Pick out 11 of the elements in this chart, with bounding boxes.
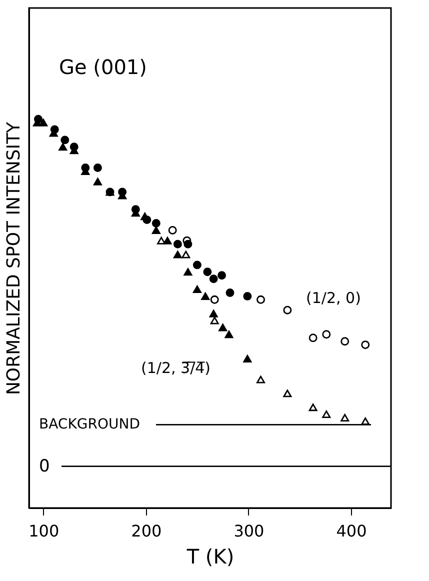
ref-line-label: BACKGROUND [39,416,140,433]
x-tick-label: 200 [131,522,162,540]
annotation: (1/2, 3̅/̅4̅) [141,359,211,377]
ref-line-label: 0 [39,456,50,476]
annotation: (1/2, 0) [306,289,361,307]
text: Ge (001) [59,55,147,79]
x-tick-label: 400 [336,522,367,540]
x-tick-label: 300 [234,522,264,540]
x-tick-label: 100 [28,522,60,540]
x-axis-title: T (K) [186,544,234,568]
y-axis-title: NORMALIZED SPOT INTENSITY [4,120,24,396]
